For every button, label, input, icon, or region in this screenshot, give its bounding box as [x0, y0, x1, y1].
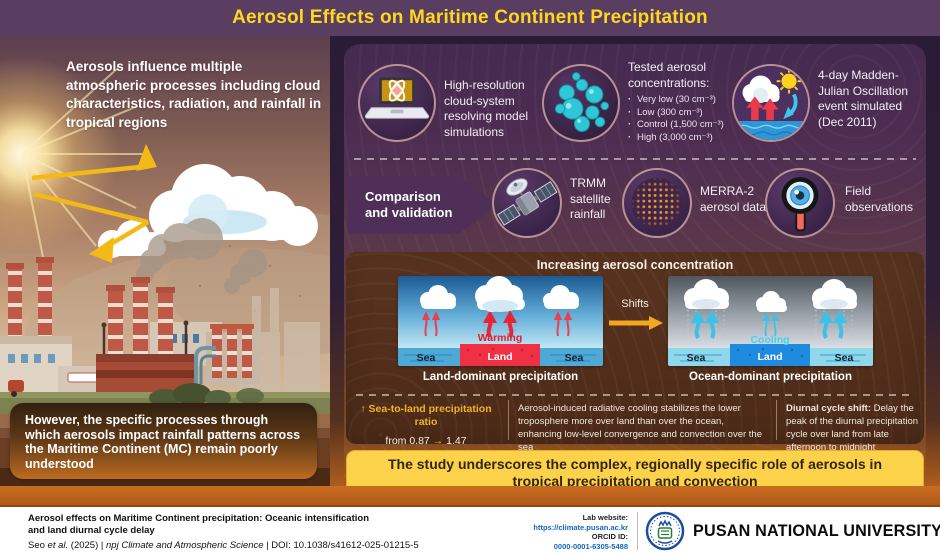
up-arrow-icon: ↑: [360, 403, 366, 415]
sea-label: Sea: [687, 352, 706, 364]
land-label: Land: [757, 351, 782, 363]
lab-website-link[interactable]: https://climate.pusan.ac.kr: [533, 522, 628, 532]
orcid-label: ORCID ID:: [591, 532, 628, 541]
university-name: PUSAN NATIONAL UNIVERSITY: [693, 521, 940, 540]
trmm-badge: [492, 168, 562, 238]
list-item: Control (1,500 cm⁻³): [628, 119, 760, 132]
intro-text: Aerosols influence multiple atmospheric …: [66, 59, 322, 130]
paper-title-line1: Aerosol effects on Maritime Continent pr…: [28, 513, 369, 524]
left-illustration-panel: Aerosols influence multiple atmospheric …: [0, 36, 330, 488]
warming-label: Warming: [478, 332, 523, 344]
land-dominant-diagram: Warming Sea Land Sea: [398, 276, 603, 366]
ocean-dominant-caption: Ocean-dominant precipitation: [689, 371, 852, 383]
aerosol-concentration-label: Tested aerosol concentrations:: [628, 60, 710, 90]
orcid-link[interactable]: 0000-0001-6305-5488: [553, 541, 628, 551]
citation: Seo et al. (2025) | npj Climate and Atmo…: [28, 540, 419, 551]
aerosol-concentration-list: Very low (30 cm⁻³) Low (300 cm⁻³) Contro…: [628, 94, 760, 144]
citation-doi: | DOI: 10.1038/s41612-025-01215-5: [263, 540, 419, 551]
mjo-event-badge: [732, 64, 810, 142]
header-bar: Aerosol Effects on Maritime Continent Pr…: [0, 0, 940, 36]
cooling-label: Cooling: [750, 334, 789, 346]
land-label: Land: [487, 351, 512, 363]
lab-website-label: Lab website:: [582, 513, 628, 522]
comparison-validation-chevron: Comparison and validation: [348, 176, 498, 234]
lab-contact-block: Lab website: https://climate.pusan.ac.kr…: [470, 513, 628, 551]
shifts-indicator: Shifts: [604, 298, 666, 336]
column-divider: [508, 400, 509, 440]
methods-results-panel: High-resolution cloud-system resolving m…: [344, 44, 926, 496]
results-title: Increasing aerosol concentration: [536, 258, 734, 272]
bottom-accent-band: [0, 486, 940, 505]
ratio-finding: ↑ Sea-to-land precipitation ratio from 0…: [350, 403, 502, 448]
ocean-dominant-diagram: Cooling Sea Land Sea: [668, 276, 873, 366]
paper-title-line2: and land diurnal cycle delay: [28, 524, 155, 536]
conclusion-text: The study underscores the complex, regio…: [387, 455, 883, 490]
diurnal-lead: Diurnal cycle shift:: [786, 403, 871, 414]
dotted-sphere-icon: [631, 177, 683, 229]
comparison-validation-label: Comparison and validation: [365, 189, 453, 220]
sea-label: Sea: [417, 352, 436, 364]
column-divider: [776, 400, 777, 440]
methods-results-region: High-resolution cloud-system resolving m…: [330, 36, 940, 505]
model-simulation-label: High-resolution cloud-system resolving m…: [444, 78, 529, 139]
results-section: Increasing aerosol concentration: [346, 252, 924, 453]
trmm-label: TRMM satellite rainfall: [570, 176, 611, 221]
citation-authors: Seo: [28, 540, 48, 551]
field-observations-label: Field observations: [845, 184, 914, 214]
footer-bar: Aerosol effects on Maritime Continent pr…: [0, 505, 940, 554]
field-observations-badge: [765, 168, 835, 238]
model-simulation-badge: [358, 64, 436, 142]
ocean-dominant-schematic-icon: Cooling Sea Land Sea: [668, 276, 873, 366]
shifts-label: Shifts: [621, 298, 649, 310]
findings-separator: [356, 394, 914, 396]
row-separator: [354, 158, 916, 160]
satellite-icon: [496, 178, 558, 226]
laptop-atom-icon: [364, 77, 430, 119]
cooling-finding: Aerosol-induced radiative cooling stabil…: [518, 403, 762, 453]
merra2-badge: [622, 168, 692, 238]
paper-reference: Aerosol effects on Maritime Continent pr…: [28, 513, 419, 551]
citation-etal: et al.: [47, 540, 69, 551]
land-dominant-caption: Land-dominant precipitation: [422, 371, 579, 383]
page-title: Aerosol Effects on Maritime Continent Pr…: [232, 7, 708, 28]
problem-text: However, the specific processes through …: [25, 413, 301, 471]
ratio-title: Sea-to-land precipitation ratio: [368, 403, 492, 428]
aerosol-bubbles-icon: [554, 72, 609, 132]
ratio-to: 1.47: [446, 435, 467, 447]
land-dominant-schematic-icon: Warming Sea Land Sea: [398, 276, 603, 366]
aerosol-concentration-badge: [542, 64, 620, 142]
list-item: High (3,000 cm⁻³): [628, 132, 760, 145]
citation-mid: (2025) |: [68, 540, 107, 551]
pnu-seal-icon: [645, 511, 685, 551]
citation-journal: npj Climate and Atmospheric Science: [106, 540, 264, 551]
sea-label: Sea: [835, 352, 854, 364]
problem-statement-box: However, the specific processes through …: [10, 403, 317, 479]
list-item: Low (300 cm⁻³): [628, 107, 760, 120]
ratio-from: from 0.87: [385, 435, 430, 447]
merra2-label: MERRA-2 aerosol data: [700, 184, 767, 214]
sea-label: Sea: [565, 352, 584, 364]
right-arrow-icon: →: [432, 435, 444, 447]
cloud-sun-ocean-icon: [734, 66, 808, 140]
list-item: Very low (30 cm⁻³): [628, 94, 760, 107]
magnifier-eye-icon: [781, 177, 819, 232]
mjo-event-label: 4-day Madden-Julian Oscillation event si…: [818, 68, 909, 129]
diurnal-finding: Diurnal cycle shift: Delay the peak of t…: [786, 402, 920, 454]
footer-divider: [637, 512, 638, 550]
diurnal-text: Delay the peak of the diurnal precipitat…: [786, 403, 919, 453]
shift-arrow-icon: [609, 316, 663, 330]
aerosol-concentration-block: Tested aerosol concentrations: Very low …: [628, 60, 760, 144]
